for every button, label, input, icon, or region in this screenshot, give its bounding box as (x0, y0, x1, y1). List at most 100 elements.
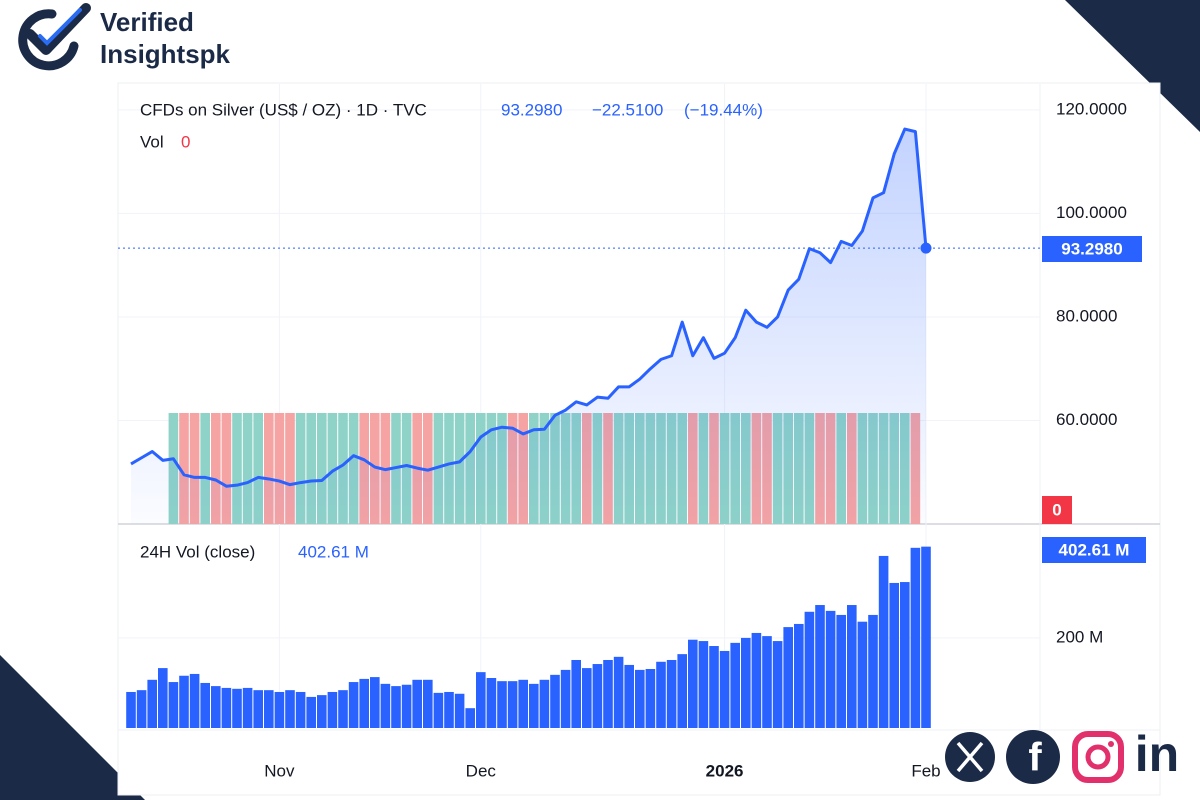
volume-bar (306, 696, 316, 728)
instagram-icon[interactable] (1072, 731, 1124, 783)
volume-bar (847, 605, 857, 728)
volume-bar (507, 681, 518, 728)
volume-direction-bar (211, 413, 221, 524)
y-tick-label: 100.0000 (1056, 203, 1127, 222)
volume-bar (539, 679, 550, 728)
volume-bar (338, 690, 348, 728)
volume-bar (189, 673, 200, 728)
volume-bar (635, 669, 645, 728)
x-icon[interactable] (945, 732, 995, 782)
volume-bar (666, 659, 677, 728)
volume-bar (168, 682, 179, 728)
volume-bar (444, 691, 454, 728)
volume-bar (550, 674, 560, 728)
corner-decoration (1065, 0, 1200, 132)
vol-badge-label: 402.61 M (1059, 540, 1130, 559)
volume-bar (253, 690, 263, 728)
price-legend-change: −22.5100 (592, 100, 663, 119)
volume-bar (518, 679, 528, 728)
volume-direction-bar (200, 413, 210, 524)
volume-direction-bar (189, 413, 200, 524)
volume-bar (359, 678, 369, 728)
volume-bar (741, 637, 751, 728)
volume-bar (878, 555, 889, 728)
volume-direction-bar (306, 413, 316, 524)
volume-bar (465, 708, 475, 728)
volume-bar (868, 614, 878, 728)
volume-bar (613, 656, 624, 728)
volume-bar (317, 695, 327, 728)
volume-direction-bar (274, 413, 285, 524)
price-legend-value: 93.2980 (501, 100, 562, 119)
vol-legend-title: 24H Vol (close) (140, 542, 255, 561)
volume-bar (529, 683, 539, 728)
volume-bar (889, 582, 899, 728)
volume-bar (783, 627, 793, 728)
volume-bar (497, 681, 507, 728)
volume-bar (423, 679, 433, 728)
volume-bar (211, 686, 221, 728)
brand-logo (18, 3, 91, 71)
volume-bar (815, 605, 825, 728)
volume-bar (221, 687, 232, 728)
axes: 60.0000 80.0000 100.0000 120.0000 200 M Nov De… (264, 99, 1127, 780)
price-legend-title: CFDs on Silver (US$ / OZ) · 1D · TVC (140, 100, 427, 119)
volume-bar (762, 636, 772, 728)
volume-bar (624, 664, 634, 728)
brand-name: Insightspk (100, 39, 231, 69)
x-tick-label: Feb (911, 761, 940, 780)
volume-bar (380, 683, 391, 728)
volume-direction-bar (317, 413, 327, 524)
volume-bar (910, 547, 921, 728)
brand-name: Verified (100, 7, 194, 37)
last-price-dot (920, 242, 932, 254)
facebook-glyph: f (1028, 736, 1042, 780)
volume-bar (264, 690, 274, 728)
x-tick-label: Nov (264, 761, 295, 780)
volume-badge-label: 0 (1052, 500, 1061, 519)
volume-bar (656, 661, 666, 728)
volume-bar (825, 610, 836, 728)
volume-badge (1042, 496, 1072, 524)
volume-bar (433, 692, 444, 728)
volume-bar (454, 693, 465, 728)
volume-bar (603, 659, 613, 728)
volume-legend-value: 0 (181, 132, 190, 151)
volume-bar (688, 639, 698, 728)
volume-bar (179, 675, 189, 728)
volume-bar (592, 664, 603, 728)
volume-bar (412, 679, 422, 728)
volume-legend-name: Vol (140, 132, 164, 151)
price-line (130, 127, 928, 488)
volume-direction-bar (179, 413, 189, 524)
volume-direction-bar (264, 413, 274, 524)
volume-direction-bar (285, 413, 295, 524)
volume-direction-bar (242, 413, 253, 524)
volume-bar (804, 611, 815, 728)
volume-direction-bar (295, 413, 306, 524)
volume-bar (836, 614, 846, 728)
volume-bar (242, 687, 253, 728)
volume-bar (900, 582, 910, 728)
volume-bar (136, 690, 147, 728)
volume-bar (751, 632, 762, 728)
vol-legend-value: 402.61 M (298, 542, 369, 561)
volume-bar (645, 668, 656, 728)
volume-bar (582, 668, 592, 728)
price-area (131, 129, 926, 525)
volume-bar (709, 646, 719, 728)
volume-direction-bar (253, 413, 263, 524)
volume-bar (285, 690, 295, 728)
volume-direction-bar (221, 413, 232, 524)
x-tick-label: 2026 (706, 761, 744, 780)
volume-bar (126, 691, 136, 728)
volume-direction-bar (232, 413, 242, 524)
y-tick-label: 60.0000 (1056, 410, 1117, 429)
volume-bar (921, 546, 931, 728)
linkedin-icon[interactable]: in (1135, 726, 1179, 782)
volume-bar (327, 691, 338, 728)
facebook-icon[interactable]: f (1006, 730, 1060, 784)
volume-bar (486, 678, 497, 728)
price-legend-change-pct: (−19.44%) (684, 100, 763, 119)
